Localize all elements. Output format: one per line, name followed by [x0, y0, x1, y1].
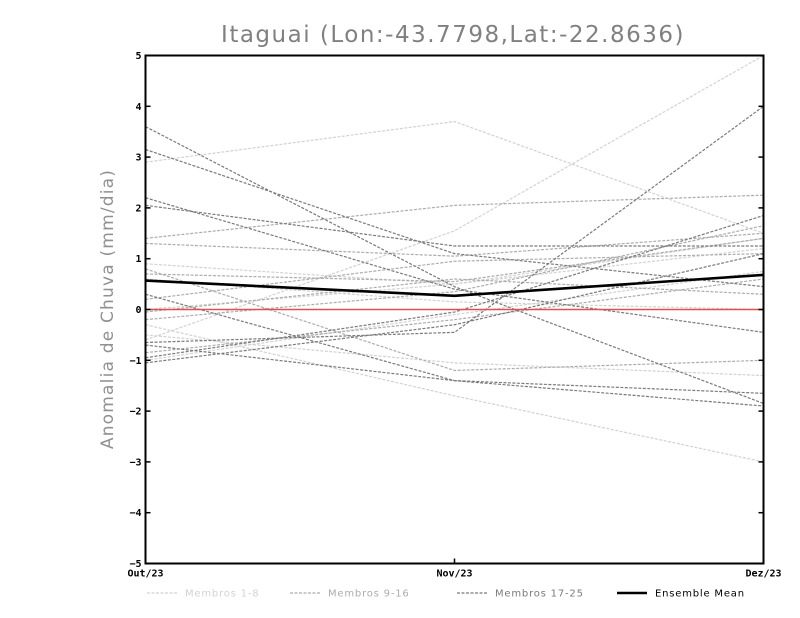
- legend-label: Membros 1-8: [185, 589, 259, 600]
- member-series-15: [145, 194, 764, 239]
- x-ticks: Out/23 Nov/23 Dez/23: [127, 558, 782, 580]
- y-ticks: 5 4 3 2 1 0 −1 −2 −3 −4 −5: [129, 51, 764, 570]
- ensemble-mean-line: [145, 273, 764, 298]
- legend-label: Ensemble Mean: [655, 589, 745, 600]
- legend: Membros 1-8 Membros 9-16 Membros 17-25 Ense…: [147, 589, 745, 600]
- ensemble-mean-layer: [145, 273, 764, 298]
- member-series-16: [145, 278, 764, 313]
- y-tick-label: −2: [129, 407, 141, 418]
- member-series-23: [145, 214, 764, 359]
- y-tick-label: 0: [135, 305, 141, 316]
- y-tick-label: 2: [135, 203, 141, 214]
- member-series-20: [145, 197, 764, 333]
- member-series-18: [145, 148, 764, 288]
- member-series-24: [145, 344, 764, 394]
- member-series-4: [145, 324, 764, 463]
- member-series-11: [145, 225, 764, 321]
- member-series-25: [145, 253, 764, 364]
- member-series-9: [145, 232, 764, 257]
- member-series-13: [145, 278, 764, 354]
- member-series-17: [145, 126, 764, 405]
- y-tick-label: −5: [129, 559, 141, 570]
- x-tick-label: Dez/23: [745, 569, 781, 580]
- member-series-2: [145, 54, 764, 341]
- member-series-19: [145, 204, 764, 247]
- x-tick-label: Out/23: [127, 569, 163, 580]
- chart-title: Itaguai (Lon:-43.7798,Lat:-22.8636): [221, 22, 685, 48]
- member-series-3: [145, 237, 764, 311]
- y-axis-label: Anomalia de Chuva (mm/dia): [98, 169, 118, 449]
- member-series-14: [145, 268, 764, 372]
- y-tick-label: −1: [129, 356, 141, 367]
- legend-label: Membros 9-16: [328, 589, 410, 600]
- member-series-21: [145, 105, 764, 344]
- series-layer: [145, 54, 764, 463]
- member-series-1: [145, 120, 764, 234]
- y-tick-label: 4: [135, 102, 141, 113]
- member-series-8: [145, 278, 764, 311]
- y-tick-label: 1: [135, 254, 141, 265]
- member-series-7: [145, 334, 764, 377]
- y-tick-label: −3: [129, 457, 141, 468]
- y-tick-label: 3: [135, 153, 141, 164]
- legend-label: Membros 17-25: [495, 589, 584, 600]
- y-tick-label: −4: [129, 508, 141, 519]
- x-tick-label: Nov/23: [436, 569, 472, 580]
- y-tick-label: 5: [135, 51, 141, 62]
- member-series-5: [145, 270, 764, 361]
